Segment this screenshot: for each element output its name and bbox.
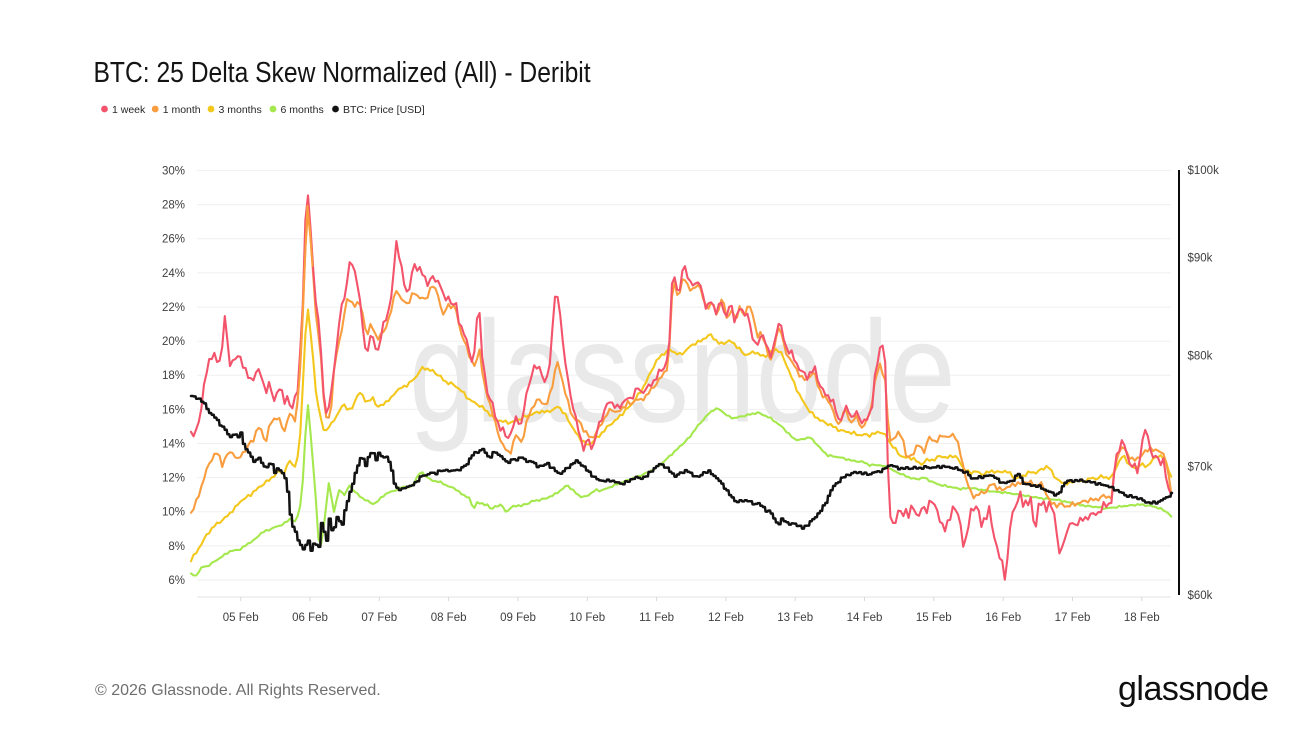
svg-text:30%: 30%	[162, 166, 185, 178]
svg-text:10 Feb: 10 Feb	[569, 612, 605, 624]
svg-text:16 Feb: 16 Feb	[985, 612, 1021, 624]
svg-text:8%: 8%	[168, 541, 185, 553]
svg-text:BTC: Price [USD]: BTC: Price [USD]	[343, 104, 425, 116]
svg-text:07 Feb: 07 Feb	[361, 612, 397, 624]
svg-text:18 Feb: 18 Feb	[1124, 612, 1160, 624]
svg-text:$60k: $60k	[1188, 590, 1213, 602]
svg-text:$90k: $90k	[1188, 253, 1213, 265]
svg-text:17 Feb: 17 Feb	[1055, 612, 1091, 624]
svg-text:12%: 12%	[162, 473, 185, 485]
svg-text:13 Feb: 13 Feb	[777, 612, 813, 624]
svg-text:10%: 10%	[162, 507, 185, 519]
svg-text:28%: 28%	[162, 200, 185, 212]
svg-text:08 Feb: 08 Feb	[431, 612, 467, 624]
svg-text:$100k: $100k	[1188, 165, 1220, 177]
svg-text:16%: 16%	[162, 404, 185, 416]
svg-text:1 month: 1 month	[163, 104, 201, 116]
svg-text:24%: 24%	[162, 268, 185, 280]
svg-text:11 Feb: 11 Feb	[639, 612, 674, 624]
svg-text:20%: 20%	[162, 336, 185, 348]
svg-text:BTC: 25 Delta Skew Normalized: BTC: 25 Delta Skew Normalized (All) - De…	[94, 56, 592, 88]
svg-text:1 week: 1 week	[112, 104, 146, 116]
svg-text:3 months: 3 months	[219, 104, 262, 116]
svg-text:6%: 6%	[168, 575, 185, 587]
svg-text:15 Feb: 15 Feb	[916, 612, 952, 624]
svg-text:22%: 22%	[162, 302, 185, 314]
svg-text:14%: 14%	[162, 438, 185, 450]
svg-text:6 months: 6 months	[281, 104, 324, 116]
svg-text:glassnode: glassnode	[1118, 670, 1269, 708]
svg-text:09 Feb: 09 Feb	[500, 612, 536, 624]
svg-text:14 Feb: 14 Feb	[847, 612, 883, 624]
svg-text:$70k: $70k	[1188, 462, 1213, 474]
svg-text:26%: 26%	[162, 234, 185, 246]
svg-text:05 Feb: 05 Feb	[223, 612, 259, 624]
svg-text:06 Feb: 06 Feb	[292, 612, 328, 624]
svg-text:glassnode: glassnode	[409, 292, 956, 453]
svg-text:12 Feb: 12 Feb	[708, 612, 744, 624]
svg-text:18%: 18%	[162, 370, 185, 382]
svg-text:$80k: $80k	[1188, 351, 1213, 363]
svg-text:© 2026 Glassnode. All Rights R: © 2026 Glassnode. All Rights Reserved.	[95, 682, 381, 699]
